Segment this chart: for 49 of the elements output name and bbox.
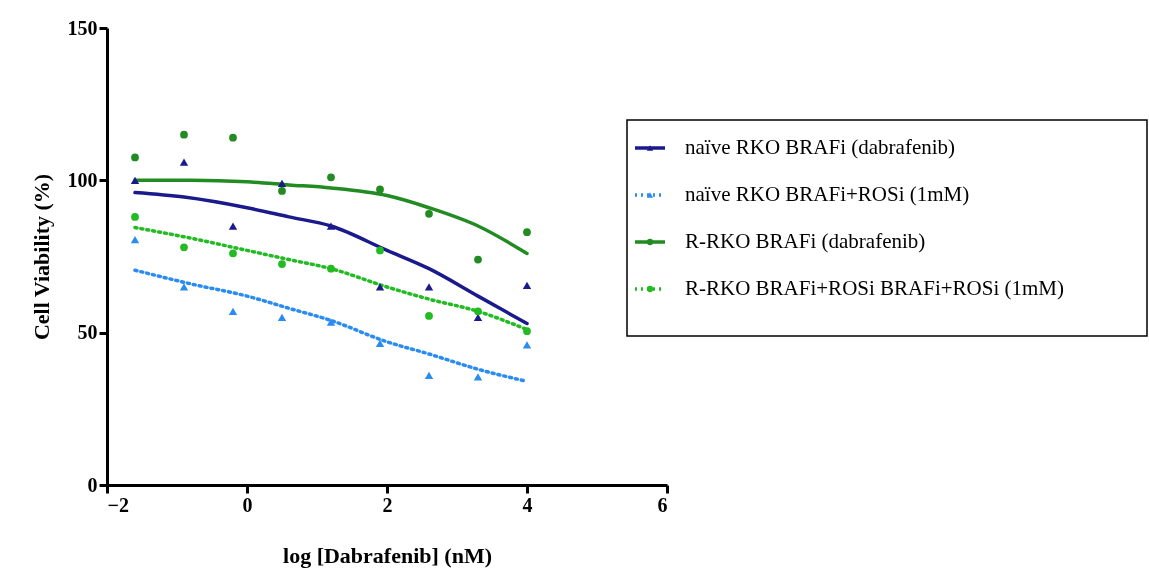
point bbox=[277, 313, 287, 322]
point bbox=[228, 307, 238, 315]
point bbox=[278, 187, 286, 195]
point bbox=[131, 213, 139, 221]
y-axis-title: Cell Viability (%) bbox=[28, 173, 54, 341]
x-tick-label: 4 bbox=[522, 493, 533, 516]
line-series bbox=[133, 190, 529, 326]
point bbox=[376, 246, 384, 255]
point bbox=[327, 264, 335, 273]
legend-label: naïve RKO BRAFi (dabrafenib) bbox=[685, 135, 956, 159]
point bbox=[474, 255, 482, 264]
legend-label: naïve RKO BRAFi+ROSi (1mM) bbox=[685, 182, 970, 206]
point bbox=[375, 283, 385, 291]
point bbox=[425, 312, 433, 320]
point bbox=[229, 249, 237, 258]
point bbox=[278, 260, 286, 268]
x-axis-title: log [Dabrafenib] (nM) bbox=[283, 542, 492, 568]
point bbox=[523, 327, 531, 336]
point bbox=[130, 236, 140, 244]
point bbox=[375, 339, 385, 347]
y-tick-label: 0 bbox=[87, 473, 98, 496]
point bbox=[180, 130, 188, 139]
point bbox=[424, 283, 434, 291]
point bbox=[326, 222, 336, 230]
x-tick-label: 0 bbox=[242, 493, 253, 516]
legend-label: R-RKO BRAFi+ROSi BRAFi+ROSi (1mM) bbox=[685, 276, 1065, 300]
point bbox=[228, 222, 238, 230]
point bbox=[425, 209, 433, 218]
point bbox=[229, 133, 237, 142]
x-tick-label: 6 bbox=[657, 493, 668, 516]
y-tick-label: 100 bbox=[67, 168, 98, 191]
point bbox=[326, 318, 336, 326]
point bbox=[180, 243, 188, 252]
point bbox=[376, 185, 384, 194]
point bbox=[474, 307, 482, 316]
point bbox=[179, 158, 189, 166]
point bbox=[522, 281, 532, 290]
x-tick-label: 2 bbox=[382, 493, 393, 516]
point bbox=[179, 283, 189, 291]
point bbox=[327, 173, 335, 182]
point bbox=[424, 371, 434, 379]
legend-label: R-RKO BRAFi (dabrafenib) bbox=[685, 229, 926, 253]
x-tick-label: −2 bbox=[107, 493, 129, 516]
point bbox=[277, 179, 287, 187]
y-tick-label: 150 bbox=[67, 16, 98, 39]
point bbox=[131, 153, 139, 162]
y-tick-label: 50 bbox=[77, 321, 98, 344]
point bbox=[130, 176, 140, 184]
point bbox=[523, 228, 531, 236]
